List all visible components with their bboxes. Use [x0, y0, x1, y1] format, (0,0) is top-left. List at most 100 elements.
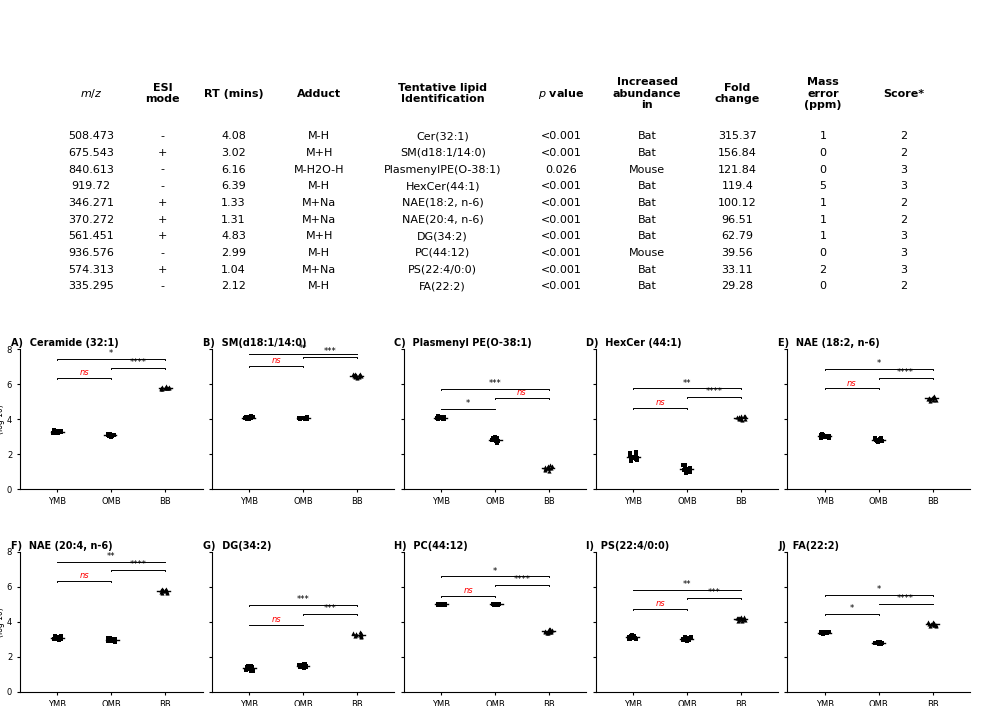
Point — [241, 662, 256, 673]
Point — [921, 393, 937, 404]
Point — [107, 634, 123, 645]
Point — [489, 598, 505, 609]
Point — [158, 586, 174, 597]
Text: ***: *** — [708, 588, 720, 597]
Text: ns: ns — [517, 388, 527, 397]
Point — [820, 628, 836, 639]
Point — [53, 630, 69, 642]
Point — [874, 435, 890, 446]
Point — [240, 411, 255, 422]
Point — [432, 599, 447, 611]
Point — [822, 432, 838, 443]
Point — [242, 662, 257, 673]
Point — [817, 430, 833, 441]
Point — [922, 621, 938, 632]
Text: ****: **** — [130, 358, 147, 367]
Text: *: * — [466, 399, 470, 407]
Point — [921, 618, 937, 629]
Point — [50, 425, 66, 436]
Point — [544, 460, 560, 472]
Point — [872, 638, 888, 650]
Point — [541, 461, 556, 472]
Point — [435, 414, 450, 425]
Point — [732, 412, 747, 424]
Point — [51, 426, 67, 437]
Point — [735, 614, 750, 625]
Point — [52, 426, 68, 437]
Point — [293, 661, 309, 672]
Point — [245, 661, 260, 672]
Point — [107, 634, 123, 645]
Point — [677, 459, 693, 470]
Point — [435, 599, 450, 610]
Text: C)  Plasmenyl PE(O-38:1): C) Plasmenyl PE(O-38:1) — [394, 338, 533, 348]
Point — [628, 449, 644, 460]
Point — [100, 429, 116, 441]
Point — [48, 631, 63, 642]
Point — [52, 633, 68, 644]
Point — [732, 412, 747, 423]
Point — [243, 663, 258, 674]
Point — [629, 454, 644, 465]
Text: F)  NAE (20:4, n-6): F) NAE (20:4, n-6) — [11, 542, 112, 551]
Point — [815, 628, 831, 640]
Point — [621, 634, 637, 645]
Point — [103, 430, 119, 441]
Text: ns: ns — [271, 356, 281, 365]
Point — [104, 431, 120, 442]
Text: J)  FA(22:2): J) FA(22:2) — [778, 542, 840, 551]
Point — [678, 467, 694, 478]
Point — [296, 412, 312, 424]
Point — [816, 431, 832, 442]
Point — [629, 453, 644, 464]
Point — [732, 612, 747, 623]
Point — [537, 463, 552, 474]
Point — [351, 368, 367, 379]
Point — [679, 635, 695, 647]
Point — [538, 462, 553, 473]
Point — [628, 633, 644, 644]
Point — [872, 434, 888, 445]
Point — [732, 414, 747, 425]
Point — [50, 633, 65, 645]
Text: ns: ns — [79, 369, 89, 378]
Point — [922, 394, 938, 405]
Point — [161, 381, 177, 393]
Point — [245, 412, 260, 423]
Point — [818, 432, 834, 443]
Point — [925, 392, 940, 403]
Point — [299, 412, 315, 423]
Point — [158, 586, 174, 597]
Point — [348, 628, 364, 640]
Point — [683, 631, 699, 642]
Point — [676, 462, 692, 473]
Point — [351, 371, 367, 383]
Point — [158, 587, 174, 598]
Point — [873, 433, 889, 444]
Point — [100, 633, 116, 644]
Point — [872, 434, 888, 445]
Point — [681, 634, 697, 645]
Point — [926, 620, 941, 631]
Point — [622, 448, 638, 460]
Point — [104, 635, 120, 647]
Point — [157, 585, 173, 596]
Text: ****: **** — [897, 594, 914, 603]
Point — [47, 427, 62, 438]
Point — [105, 633, 121, 644]
Point — [735, 615, 750, 626]
Point — [624, 632, 640, 643]
Point — [488, 433, 504, 445]
Point — [158, 585, 174, 596]
Text: **: ** — [683, 580, 691, 589]
Point — [730, 613, 745, 624]
Point — [489, 599, 505, 610]
Point — [156, 382, 172, 393]
Point — [872, 638, 888, 650]
Point — [157, 383, 173, 394]
Point — [104, 431, 120, 442]
Point — [432, 412, 447, 424]
Point — [489, 436, 505, 448]
Point — [924, 618, 940, 629]
Point — [490, 599, 506, 610]
